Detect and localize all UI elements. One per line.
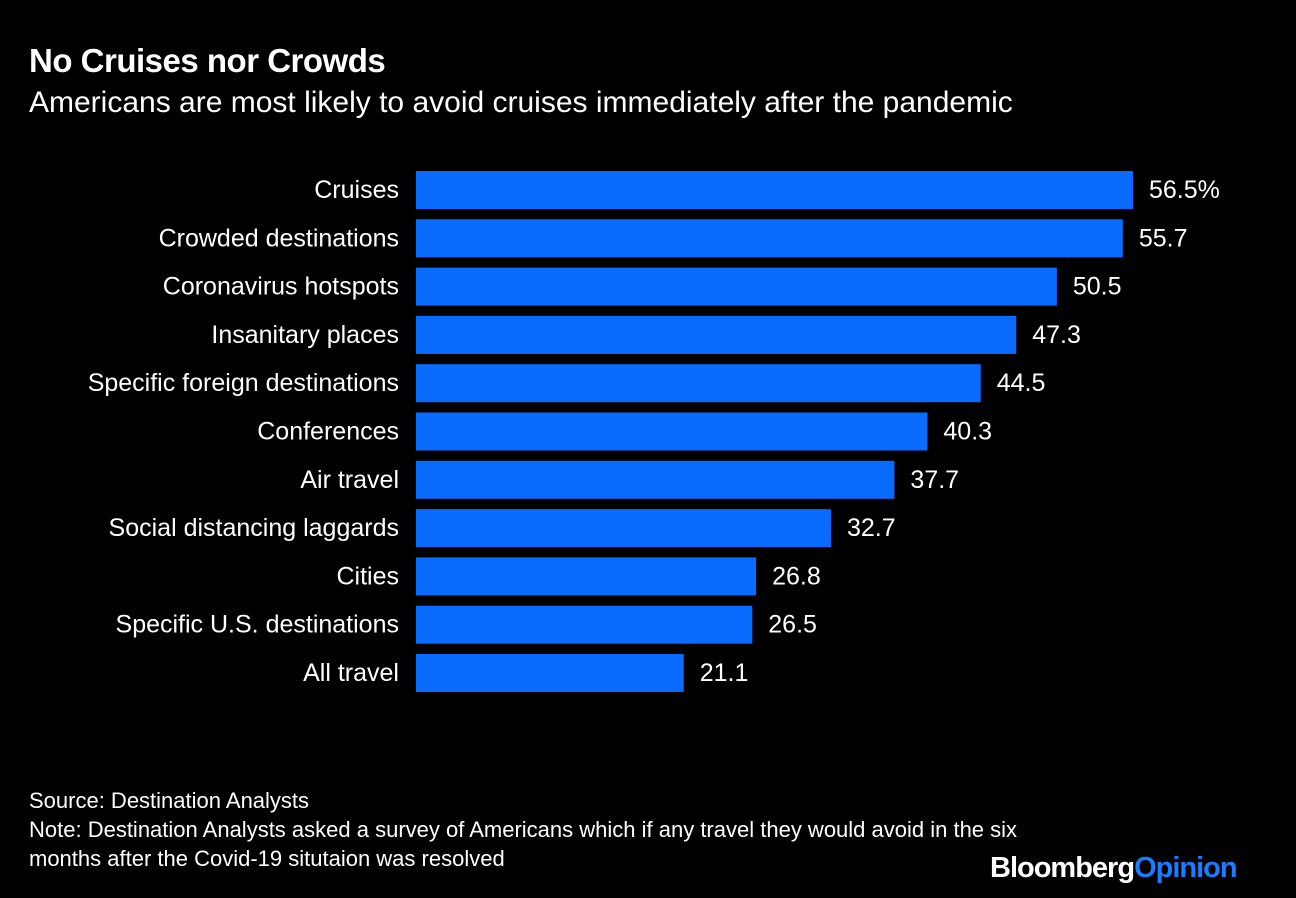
value-label: 40.3 bbox=[943, 418, 992, 446]
logo-opinion: Opinion bbox=[1134, 852, 1238, 884]
footnote: Note: Destination Analysts asked a surve… bbox=[29, 817, 1018, 871]
bar-insanitary-places bbox=[416, 315, 1017, 354]
value-label: 50.5 bbox=[1073, 273, 1122, 301]
value-label: 56.5% bbox=[1149, 176, 1220, 204]
bar-cities bbox=[416, 557, 757, 596]
category-label: Cruises bbox=[314, 176, 399, 204]
value-label: 55.7 bbox=[1139, 224, 1188, 252]
category-label: Specific U.S. destinations bbox=[116, 611, 399, 639]
logo-bloomberg: Bloomberg bbox=[990, 852, 1135, 884]
category-label: Crowded destinations bbox=[159, 224, 399, 252]
bar-air-travel bbox=[416, 460, 895, 499]
value-label: 26.5 bbox=[768, 611, 817, 639]
bar-specific-u-s-destinations bbox=[416, 605, 753, 644]
bar-cruises bbox=[416, 171, 1133, 209]
source-note: Source: Destination Analysts bbox=[29, 788, 310, 813]
chart-subtitle: Americans are most likely to avoid cruis… bbox=[29, 86, 1013, 119]
bar-conferences bbox=[416, 412, 928, 451]
bar-all-travel bbox=[416, 654, 684, 692]
value-label: 32.7 bbox=[847, 514, 896, 542]
category-label: Specific foreign destinations bbox=[88, 369, 399, 397]
bar-coronavirus-hotspots bbox=[416, 267, 1057, 306]
category-label: Social distancing laggards bbox=[109, 514, 399, 542]
category-label: Conferences bbox=[257, 418, 399, 446]
chart-title: No Cruises nor Crowds bbox=[29, 42, 386, 79]
value-label: 37.7 bbox=[910, 466, 959, 494]
category-label: All travel bbox=[303, 659, 399, 687]
value-label: 44.5 bbox=[997, 369, 1046, 397]
bar-crowded-destinations bbox=[416, 219, 1123, 258]
bloomberg-opinion-logo: BloombergOpinion bbox=[990, 852, 1238, 885]
bar-social-distancing-laggards bbox=[416, 509, 831, 548]
bar-specific-foreign-destinations bbox=[416, 364, 981, 403]
category-label: Cities bbox=[336, 562, 399, 590]
category-label: Insanitary places bbox=[211, 321, 399, 349]
value-label: 47.3 bbox=[1032, 321, 1081, 349]
category-label: Coronavirus hotspots bbox=[163, 273, 399, 301]
value-label: 26.8 bbox=[772, 562, 821, 590]
value-label: 21.1 bbox=[700, 659, 749, 687]
category-label: Air travel bbox=[300, 466, 399, 494]
